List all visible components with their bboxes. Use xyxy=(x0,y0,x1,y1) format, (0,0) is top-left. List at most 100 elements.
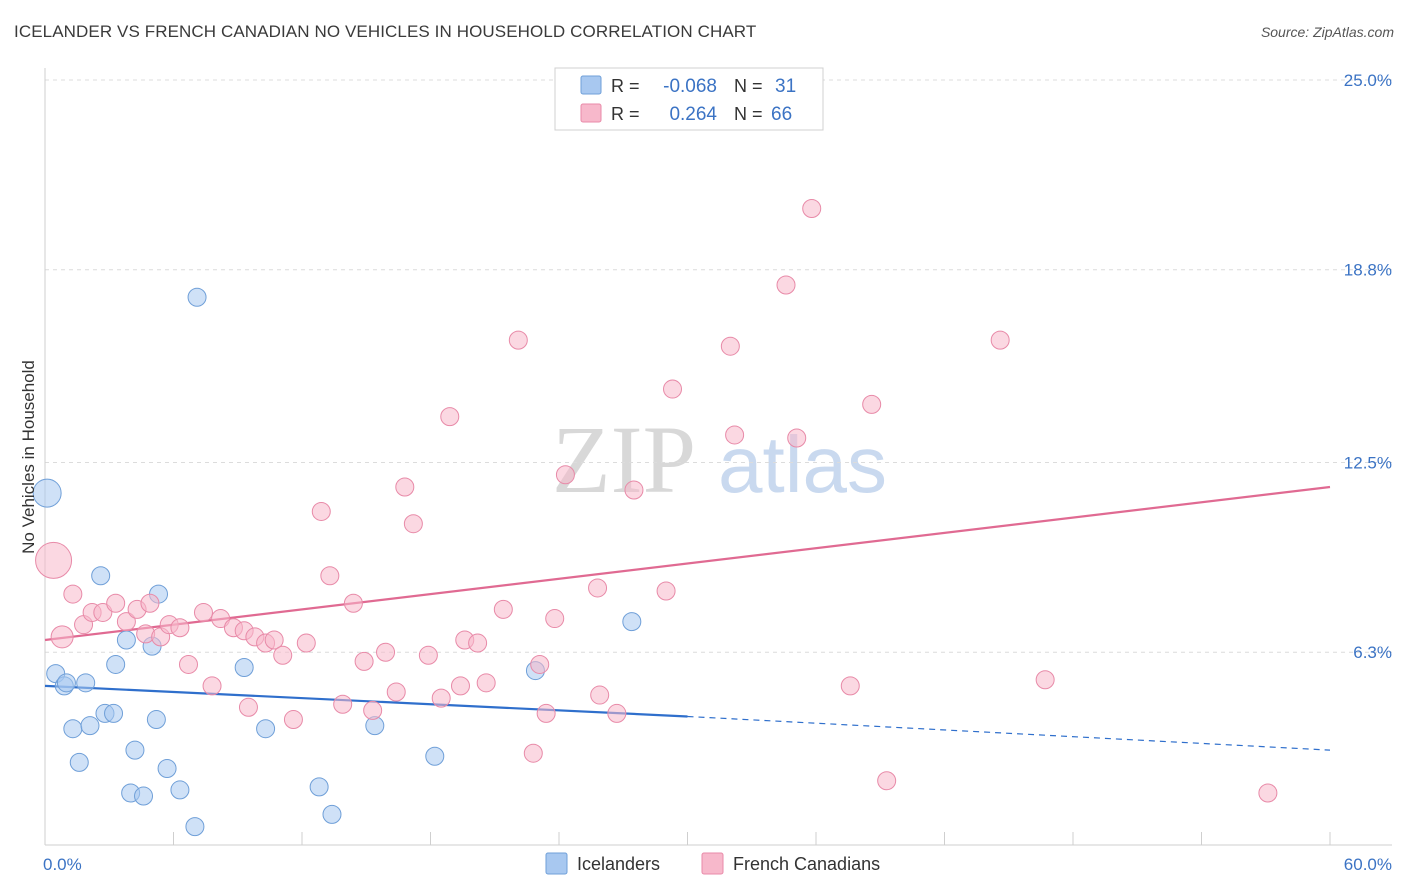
point-french-canadians-59 xyxy=(776,275,796,295)
point-french-canadians-42 xyxy=(468,633,488,653)
stats-n-value-2: 66 xyxy=(771,104,792,125)
point-french-canadians-0 xyxy=(35,541,73,579)
trend-line-2 xyxy=(44,485,1331,642)
trend-lines xyxy=(44,485,1331,751)
legend-label-icelanders: Icelanders xyxy=(577,854,660,874)
y-axis-label: No Vehicles in Household xyxy=(19,360,38,554)
point-french-canadians-38 xyxy=(431,688,451,708)
point-french-canadians-58 xyxy=(725,425,745,445)
y-tick-label-1: 12.5% xyxy=(1344,454,1392,473)
stats-legend: R = -0.068 N = 31 R = 0.264 N = 66 xyxy=(554,67,824,131)
watermark-zip: ZIP xyxy=(552,406,696,513)
point-french-canadians-29 xyxy=(333,694,353,714)
point-icelanders-19 xyxy=(157,759,177,778)
point-french-canadians-43 xyxy=(476,673,496,693)
point-icelanders-21 xyxy=(185,817,205,837)
stats-n-label-2: N = xyxy=(734,104,763,124)
watermark: ZIP atlas xyxy=(552,406,887,513)
point-french-canadians-62 xyxy=(840,676,860,696)
point-french-canadians-66 xyxy=(1035,670,1055,690)
point-french-canadians-49 xyxy=(545,609,565,629)
legend-swatch-french-canadians xyxy=(701,852,724,875)
point-french-canadians-50 xyxy=(555,465,575,485)
point-french-canadians-10 xyxy=(140,593,160,613)
stats-n-label-1: N = xyxy=(734,76,763,96)
point-french-canadians-20 xyxy=(238,697,258,717)
point-french-canadians-64 xyxy=(877,771,897,791)
point-french-canadians-26 xyxy=(296,633,316,653)
point-french-canadians-5 xyxy=(93,602,113,622)
point-french-canadians-60 xyxy=(787,428,807,448)
point-french-canadians-13 xyxy=(170,618,190,638)
point-icelanders-6 xyxy=(76,673,96,693)
point-icelanders-24 xyxy=(256,719,276,739)
point-french-canadians-67 xyxy=(1258,783,1278,803)
point-french-canadians-2 xyxy=(63,584,83,604)
point-icelanders-17 xyxy=(146,710,166,730)
point-icelanders-0 xyxy=(32,478,62,508)
point-french-canadians-37 xyxy=(418,645,438,665)
axes xyxy=(44,68,1392,846)
point-french-canadians-27 xyxy=(311,501,331,521)
point-icelanders-8 xyxy=(91,566,111,586)
legend-label-french-canadians: French Canadians xyxy=(733,854,880,874)
point-french-canadians-46 xyxy=(523,743,543,763)
point-french-canadians-55 xyxy=(656,581,676,601)
point-icelanders-3 xyxy=(56,673,76,693)
point-french-canadians-16 xyxy=(202,676,222,696)
point-icelanders-28 xyxy=(425,746,445,766)
grid xyxy=(45,79,1392,653)
point-icelanders-25 xyxy=(309,777,329,797)
y-tick-label-0: 6.3% xyxy=(1353,643,1392,662)
point-french-canadians-32 xyxy=(363,700,383,720)
point-french-canadians-44 xyxy=(493,599,513,619)
stats-r-value-1: -0.068 xyxy=(663,76,717,97)
point-french-canadians-65 xyxy=(990,330,1010,350)
point-icelanders-5 xyxy=(69,752,89,772)
point-french-canadians-28 xyxy=(320,566,340,586)
point-french-canadians-7 xyxy=(116,612,136,632)
point-french-canadians-17 xyxy=(211,609,231,629)
point-french-canadians-36 xyxy=(403,514,423,534)
x-tick-label-1: 60.0% xyxy=(1344,855,1392,874)
stats-r-value-2: 0.264 xyxy=(669,104,717,125)
point-french-canadians-56 xyxy=(663,379,683,399)
y-tick-label-3: 25.0% xyxy=(1344,71,1392,90)
point-french-canadians-47 xyxy=(530,654,550,674)
point-french-canadians-25 xyxy=(283,710,303,730)
stats-swatch-icelanders xyxy=(580,75,602,95)
point-icelanders-14 xyxy=(125,740,145,760)
point-french-canadians-40 xyxy=(450,676,470,696)
x-tick-label-0: 0.0% xyxy=(43,855,82,874)
point-french-canadians-31 xyxy=(354,651,374,671)
point-icelanders-20 xyxy=(170,780,190,800)
point-french-canadians-15 xyxy=(193,602,213,622)
point-icelanders-7 xyxy=(80,716,100,736)
point-french-canadians-51 xyxy=(588,578,608,598)
point-icelanders-22 xyxy=(187,287,207,307)
point-icelanders-15 xyxy=(134,786,154,806)
data-points xyxy=(32,199,1278,837)
point-icelanders-11 xyxy=(106,654,126,674)
point-icelanders-30 xyxy=(622,612,642,632)
point-french-canadians-35 xyxy=(395,477,415,497)
point-icelanders-26 xyxy=(322,804,342,824)
trend-line-1 xyxy=(44,684,688,718)
stats-n-value-1: 31 xyxy=(775,76,796,97)
point-french-canadians-33 xyxy=(376,642,396,662)
point-french-canadians-24 xyxy=(273,645,293,665)
point-french-canadians-61 xyxy=(802,199,822,219)
point-icelanders-4 xyxy=(63,719,83,739)
point-french-canadians-6 xyxy=(106,593,126,613)
y-tick-label-2: 18.8% xyxy=(1344,261,1392,280)
point-french-canadians-57 xyxy=(720,336,740,356)
point-french-canadians-1 xyxy=(50,625,74,649)
point-french-canadians-34 xyxy=(386,682,406,702)
stats-r-label-1: R = xyxy=(611,76,640,96)
trend-line-extension-1 xyxy=(687,715,1331,751)
point-french-canadians-39 xyxy=(440,407,460,427)
point-icelanders-10 xyxy=(104,703,124,723)
source-credit: Source: ZipAtlas.com xyxy=(1260,24,1394,40)
point-french-canadians-63 xyxy=(862,394,882,414)
